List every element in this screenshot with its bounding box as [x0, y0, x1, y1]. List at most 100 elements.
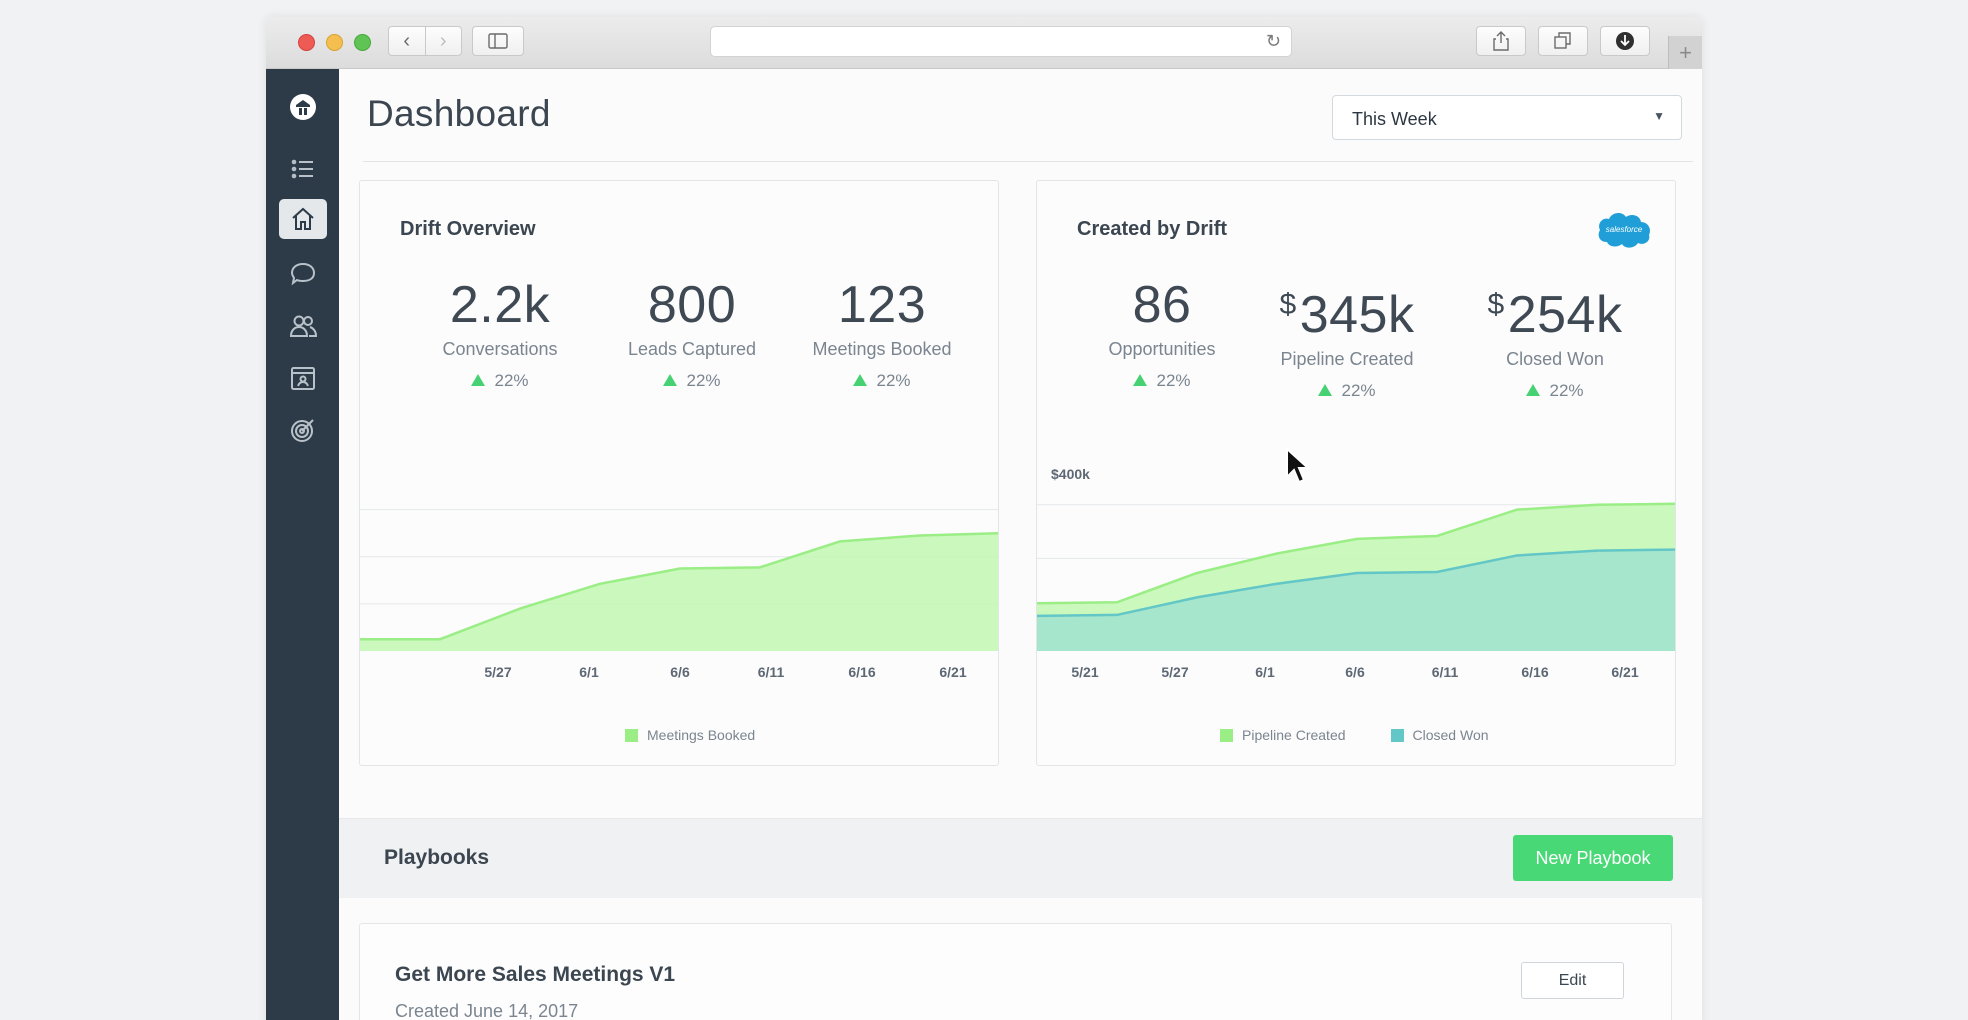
browser-toolbar: ‹ › ↻ +: [266, 17, 1702, 69]
area-meetings-booked: [360, 533, 998, 651]
stat-change-value: 22%: [1549, 381, 1584, 400]
stat-value-number: 345k: [1299, 286, 1415, 344]
home-icon[interactable]: [279, 199, 327, 239]
sidebar-toggle-button[interactable]: [472, 26, 524, 56]
close-window-button[interactable]: [298, 34, 315, 51]
downloads-button[interactable]: [1600, 26, 1650, 56]
x-tick-label: 6/6: [1345, 664, 1365, 680]
drift-logo-icon[interactable]: [279, 87, 327, 127]
stat-opportunities: 86 Opportunities 22%: [1062, 277, 1262, 391]
stat-pipeline-created: $345k Pipeline Created 22%: [1247, 277, 1447, 401]
stat-label: Leads Captured: [627, 339, 757, 359]
stat-change-value: 22%: [1341, 381, 1376, 400]
zoom-window-button[interactable]: [354, 34, 371, 51]
new-tab-button[interactable]: +: [1668, 36, 1702, 69]
up-arrow-icon: [853, 374, 868, 386]
x-tick-label: 6/1: [1255, 664, 1275, 680]
stat-change: 22%: [772, 371, 992, 391]
forward-button[interactable]: ›: [424, 27, 462, 55]
address-bar[interactable]: ↻: [710, 26, 1292, 57]
playbooks-header: Playbooks New Playbook: [339, 818, 1702, 898]
stat-value: 800: [647, 276, 737, 334]
stat-change: 22%: [1247, 381, 1447, 401]
date-range-select[interactable]: This Week ▼: [1332, 95, 1682, 140]
reload-icon[interactable]: ↻: [1265, 31, 1281, 51]
stat-value: 2.2k: [449, 276, 551, 334]
playbook-name[interactable]: Get More Sales Meetings V1: [395, 963, 676, 986]
line-closed-won: [1037, 548, 1675, 618]
stat-change-value: 22%: [876, 371, 911, 390]
stat-change: 22%: [1455, 381, 1655, 401]
browser-window: ‹ › ↻ +: [266, 17, 1702, 1020]
up-arrow-icon: [1133, 374, 1148, 386]
legend-swatch: [625, 728, 638, 742]
stat-label: Pipeline Created: [1280, 349, 1414, 369]
minimize-window-button[interactable]: [326, 34, 343, 51]
target-icon[interactable]: [279, 410, 327, 450]
edit-playbook-button[interactable]: Edit: [1521, 962, 1624, 999]
stat-label: Meetings Booked: [812, 339, 952, 359]
legend-label: Pipeline Created: [1242, 727, 1346, 743]
legend-label: Closed Won: [1412, 727, 1489, 743]
stat-change: 22%: [592, 371, 792, 391]
x-tick-label: 5/27: [1161, 664, 1188, 680]
new-playbook-button[interactable]: New Playbook: [1513, 835, 1673, 881]
people-icon[interactable]: [279, 306, 327, 346]
stat-leads-captured: 800 Leads Captured 22%: [592, 277, 792, 391]
stat-change: 22%: [1062, 371, 1262, 391]
meetings-area-chart: 5/27 6/1 6/6 6/11 6/16 6/21: [360, 509, 998, 680]
line-pipeline-created: [1037, 502, 1675, 605]
up-arrow-icon: [1526, 384, 1541, 396]
drift-overview-card: Drift Overview 2.2k Conversations 22% 80…: [359, 180, 999, 766]
history-nav: ‹ ›: [388, 26, 462, 56]
area-closed-won: [1037, 549, 1675, 651]
sidebar-icon: [488, 33, 508, 49]
legend-label: Meetings Booked: [647, 727, 756, 743]
stat-label: Conversations: [442, 339, 558, 359]
legend-item-closed-won: Closed Won: [1390, 727, 1489, 743]
title-divider: [363, 161, 1693, 162]
chart-legend: Meetings Booked: [625, 727, 800, 743]
contacts-icon[interactable]: [279, 358, 327, 398]
stat-change-value: 22%: [686, 371, 721, 390]
x-tick-label: 6/11: [1432, 664, 1459, 680]
back-button[interactable]: ‹: [403, 29, 411, 52]
stat-meetings-booked: 123 Meetings Booked 22%: [772, 277, 992, 391]
x-tick-label: 6/21: [939, 664, 966, 680]
created-by-drift-card: Created by Drift salesforce 86 Opportuni…: [1036, 180, 1676, 766]
stat-label: Closed Won: [1506, 349, 1604, 369]
stat-closed-won: $254k Closed Won 22%: [1455, 277, 1655, 401]
list-icon[interactable]: [279, 149, 327, 189]
currency-symbol: $: [1279, 288, 1297, 321]
y-tick-label: $400k: [1051, 466, 1090, 482]
chart-legend: Pipeline Created Closed Won: [1220, 727, 1534, 743]
up-arrow-icon: [471, 374, 486, 386]
x-tick-label: 6/6: [670, 664, 690, 680]
legend-item-meetings-booked: Meetings Booked: [625, 727, 755, 743]
share-button[interactable]: [1476, 26, 1526, 56]
x-tick-label: 5/21: [1071, 664, 1098, 680]
pipeline-area-chart: 5/21 5/27 6/1 6/6 6/11 6/16 6/21 $400k: [1037, 466, 1675, 680]
stat-label: Opportunities: [1108, 339, 1216, 359]
line-meetings-booked: [360, 531, 998, 641]
created-by-drift-title: Created by Drift: [1077, 218, 1228, 240]
chat-icon[interactable]: [279, 254, 327, 294]
share-icon: [1493, 31, 1509, 51]
x-tick-label: 6/21: [1611, 664, 1638, 680]
stat-change-value: 22%: [1156, 371, 1191, 390]
stat-value-number: 86: [1132, 276, 1192, 334]
legend-item-pipeline-created: Pipeline Created: [1220, 727, 1346, 743]
tabs-icon: [1554, 32, 1571, 49]
stat-conversations: 2.2k Conversations 22%: [400, 277, 600, 391]
tabs-overview-button[interactable]: [1538, 26, 1588, 56]
drift-overview-title: Drift Overview: [400, 218, 536, 240]
stat-change: 22%: [400, 371, 600, 391]
x-tick-label: 6/11: [758, 664, 785, 680]
main-content: Dashboard This Week ▼ Drift Overview 2.2…: [339, 69, 1702, 1020]
playbook-created-date: Created June 14, 2017: [395, 1001, 579, 1020]
mouse-cursor-icon: [1286, 447, 1311, 484]
x-tick-label: 6/16: [848, 664, 875, 680]
salesforce-logo-text: salesforce: [1606, 225, 1643, 234]
date-range-value: This Week: [1352, 109, 1437, 129]
